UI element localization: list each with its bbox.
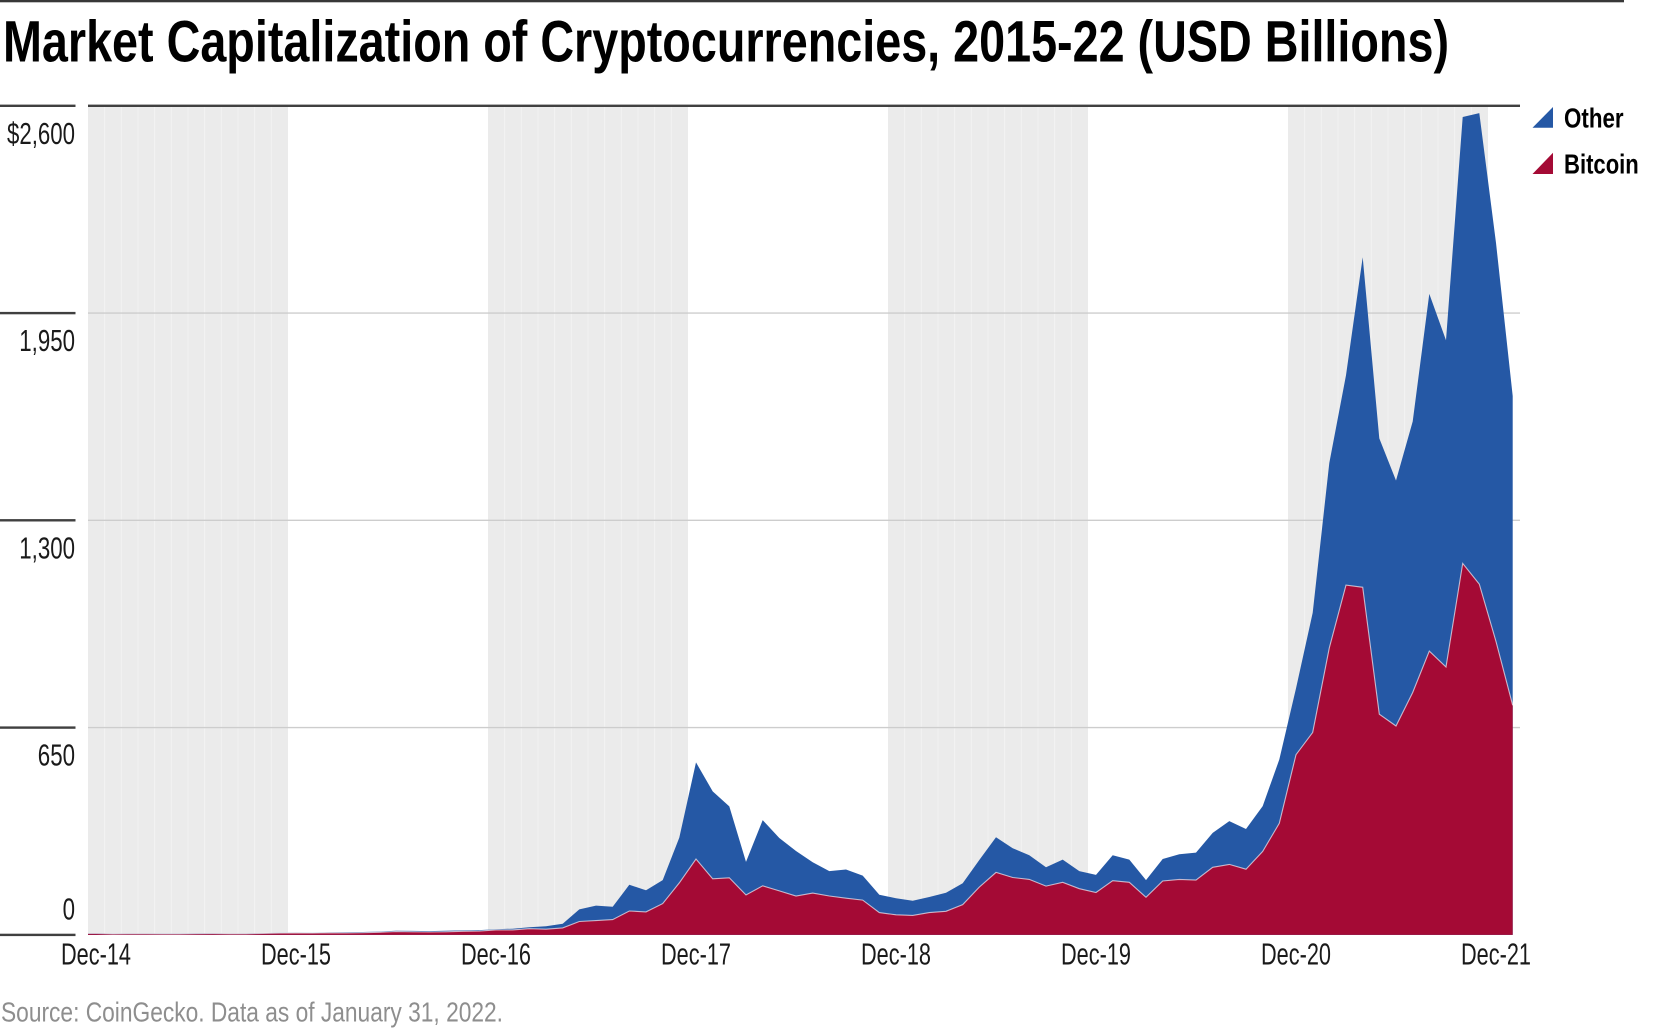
svg-text:$2,600: $2,600 <box>7 117 75 151</box>
svg-text:Dec-19: Dec-19 <box>1061 938 1131 972</box>
svg-text:Dec-15: Dec-15 <box>261 938 331 972</box>
svg-text:Dec-21: Dec-21 <box>1461 938 1531 972</box>
svg-text:650: 650 <box>38 739 75 773</box>
svg-text:Bitcoin: Bitcoin <box>1564 149 1639 180</box>
svg-text:Dec-14: Dec-14 <box>61 938 131 972</box>
svg-text:Dec-18: Dec-18 <box>861 938 931 972</box>
svg-text:0: 0 <box>63 892 75 926</box>
svg-text:Other: Other <box>1564 103 1624 134</box>
svg-text:1,950: 1,950 <box>19 324 75 358</box>
svg-text:Dec-16: Dec-16 <box>461 938 531 972</box>
svg-text:Dec-20: Dec-20 <box>1261 938 1331 972</box>
svg-text:Dec-17: Dec-17 <box>661 938 731 972</box>
svg-text:Source: CoinGecko. Data as of: Source: CoinGecko. Data as of January 31… <box>1 997 503 1028</box>
svg-text:1,300: 1,300 <box>19 531 75 565</box>
svg-text:Market Capitalization of Crypt: Market Capitalization of Cryptocurrencie… <box>3 10 1449 75</box>
